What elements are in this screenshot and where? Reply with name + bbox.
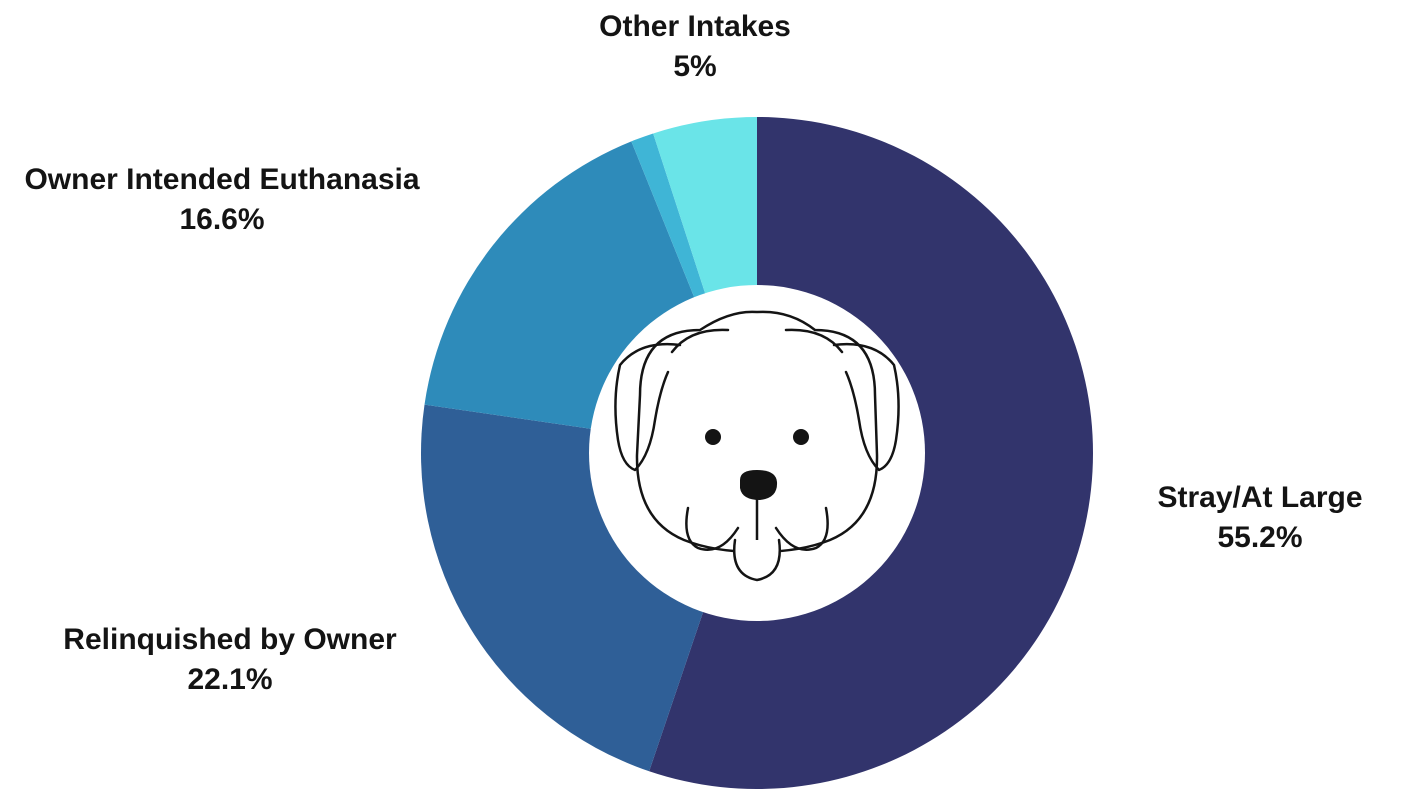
label-owner-intended-euthanasia: Owner Intended Euthanasia 16.6% — [24, 160, 419, 240]
category-label: Relinquished by Owner — [63, 623, 397, 656]
label-relinquished-by-owner: Relinquished by Owner 22.1% — [63, 620, 396, 700]
dog-right-eye — [793, 429, 809, 445]
category-label: Owner Intended Euthanasia — [24, 163, 420, 196]
label-stray-at-large: Stray/At Large 55.2% — [1157, 478, 1362, 558]
label-other-intakes: Other Intakes 5% — [599, 7, 791, 87]
category-label: Other Intakes — [599, 10, 791, 43]
dog-left-eye — [705, 429, 721, 445]
dog-face-features — [705, 429, 809, 500]
dog-face-icon — [614, 310, 900, 582]
value-label: 22.1% — [187, 663, 273, 696]
value-label: 16.6% — [179, 203, 265, 236]
value-label: 5% — [673, 50, 717, 83]
dog-nose — [740, 470, 778, 500]
value-label: 55.2% — [1217, 521, 1303, 554]
category-label: Stray/At Large — [1157, 481, 1363, 514]
